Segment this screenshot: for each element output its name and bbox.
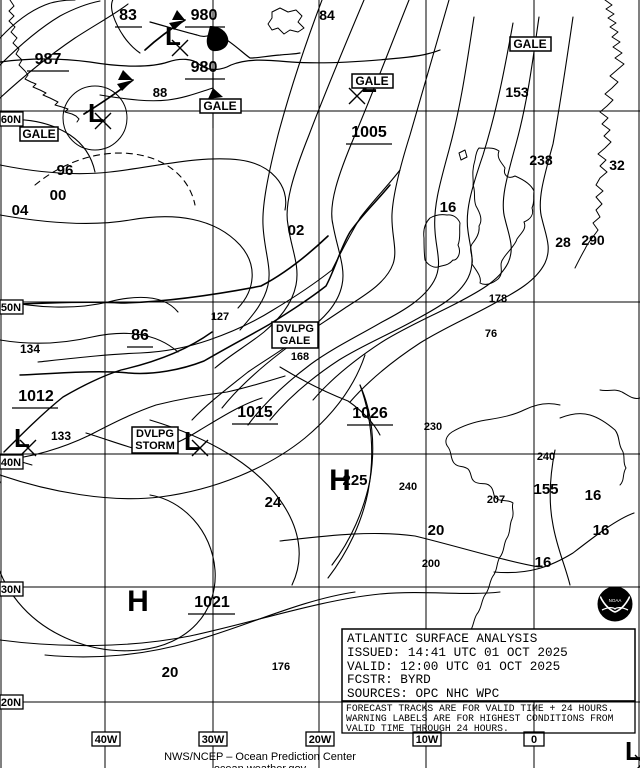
svg-text:1015: 1015	[237, 404, 273, 421]
svg-text:980: 980	[191, 7, 218, 24]
svg-text:02: 02	[288, 222, 305, 239]
svg-text:GALE: GALE	[513, 37, 546, 51]
svg-text:86: 86	[131, 327, 149, 344]
svg-text:230: 230	[424, 421, 442, 433]
svg-text:238: 238	[529, 152, 553, 168]
svg-text:1005: 1005	[351, 124, 387, 141]
svg-text:0: 0	[531, 734, 537, 746]
svg-text:H: H	[127, 585, 149, 618]
svg-text:240: 240	[537, 451, 555, 463]
svg-text:GALE: GALE	[280, 335, 311, 347]
svg-text:24: 24	[265, 494, 282, 511]
svg-text:84: 84	[319, 7, 335, 23]
svg-text:96: 96	[57, 162, 74, 179]
svg-text:ATLANTIC SURFACE ANALYSIS: ATLANTIC SURFACE ANALYSIS	[347, 631, 537, 646]
svg-text:16: 16	[535, 554, 552, 571]
svg-text:10W: 10W	[416, 734, 439, 746]
svg-text:40N: 40N	[1, 457, 21, 469]
svg-text:20: 20	[162, 664, 179, 681]
svg-text:20N: 20N	[1, 697, 21, 709]
svg-text:127: 127	[211, 311, 229, 323]
svg-text:04: 04	[12, 202, 29, 219]
svg-text:1026: 1026	[352, 405, 388, 422]
svg-text:240: 240	[399, 481, 417, 493]
svg-text:NOAA: NOAA	[609, 598, 622, 603]
svg-text:207: 207	[487, 494, 505, 506]
svg-text:60N: 60N	[1, 114, 21, 126]
svg-text:16: 16	[593, 522, 610, 539]
svg-text:16: 16	[585, 487, 602, 504]
svg-text:DVLPG: DVLPG	[276, 323, 314, 335]
svg-text:30N: 30N	[1, 584, 21, 596]
svg-text:SOURCES: OPC NHC WPC: SOURCES: OPC NHC WPC	[347, 686, 500, 701]
svg-text:FCSTR: BYRD: FCSTR: BYRD	[347, 672, 431, 687]
svg-text:155: 155	[533, 481, 558, 498]
svg-text:83: 83	[119, 7, 137, 24]
svg-text:40W: 40W	[95, 734, 118, 746]
svg-text:GALE: GALE	[203, 99, 236, 113]
svg-text:1021: 1021	[194, 594, 230, 611]
svg-text:L: L	[625, 736, 640, 766]
svg-text:STORM: STORM	[135, 440, 175, 452]
svg-text:134: 134	[20, 342, 40, 356]
svg-text:178: 178	[489, 293, 507, 305]
svg-text:987: 987	[35, 51, 62, 68]
svg-text:28: 28	[555, 234, 571, 250]
svg-text:1012: 1012	[18, 388, 54, 405]
svg-text:GALE: GALE	[22, 127, 55, 141]
svg-text:GALE: GALE	[355, 74, 388, 88]
svg-text:32: 32	[609, 157, 625, 173]
svg-text:30W: 30W	[202, 734, 225, 746]
svg-text:133: 133	[51, 429, 71, 443]
svg-text:20: 20	[428, 522, 445, 539]
svg-text:16: 16	[440, 199, 457, 216]
svg-text:200: 200	[422, 558, 440, 570]
svg-text:VALID TIME THROUGH 24 HOURS.: VALID TIME THROUGH 24 HOURS.	[346, 723, 509, 734]
svg-text:H: H	[329, 464, 351, 497]
svg-text:168: 168	[291, 351, 309, 363]
svg-text:L: L	[88, 98, 104, 128]
svg-text:88: 88	[153, 85, 167, 100]
svg-text:290: 290	[581, 232, 605, 248]
svg-text:00: 00	[50, 187, 67, 204]
svg-text:980: 980	[191, 59, 218, 76]
svg-text:ISSUED: 14:41 UTC 01 OCT 2025: ISSUED: 14:41 UTC 01 OCT 2025	[347, 645, 568, 660]
svg-text:20W: 20W	[309, 734, 332, 746]
svg-text:ocean.weather.gov: ocean.weather.gov	[214, 763, 307, 768]
svg-text:153: 153	[505, 84, 529, 100]
svg-text:NWS/NCEP – Ocean Prediction Ce: NWS/NCEP – Ocean Prediction Center	[164, 751, 356, 763]
svg-text:DVLPG: DVLPG	[136, 428, 174, 440]
svg-text:176: 176	[272, 661, 290, 673]
svg-text:50N: 50N	[1, 302, 21, 314]
svg-text:76: 76	[485, 328, 497, 340]
